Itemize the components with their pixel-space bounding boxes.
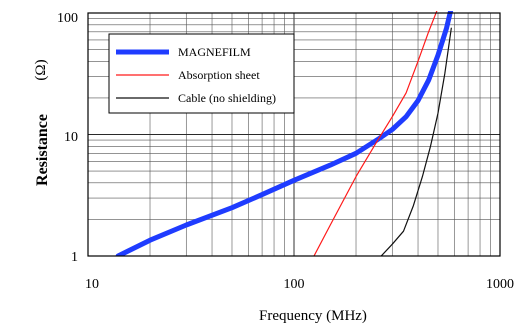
x-tick-label-1000: 1000 <box>486 277 514 292</box>
legend-label-cable: Cable (no shielding) <box>178 91 276 105</box>
legend-box <box>108 33 295 114</box>
plot-frame <box>87 12 501 257</box>
legend-label-absorption-sheet: Absorption sheet <box>178 68 260 82</box>
x-axis-title: Frequency (MHz) <box>259 308 367 324</box>
series-layer <box>115 11 454 256</box>
y-tick-label-100: 100 <box>57 11 78 26</box>
y-axis-unit: (Ω) <box>33 59 49 80</box>
legend: MAGNEFILM Absorption sheet Cable (no shi… <box>108 33 295 114</box>
x-tick-label-100: 100 <box>284 277 305 292</box>
legend-label-magnefilm: MAGNEFILM <box>178 45 251 59</box>
series-line-cable-no-shielding <box>380 27 452 256</box>
y-axis-title: Resistance <box>34 114 51 186</box>
series-line-absorption-sheet <box>313 11 438 256</box>
x-tick-label-10: 10 <box>85 277 99 292</box>
y-tick-label-1: 1 <box>71 250 78 265</box>
series-line-magnefilm <box>115 11 454 256</box>
y-tick-label-10: 10 <box>64 130 78 145</box>
